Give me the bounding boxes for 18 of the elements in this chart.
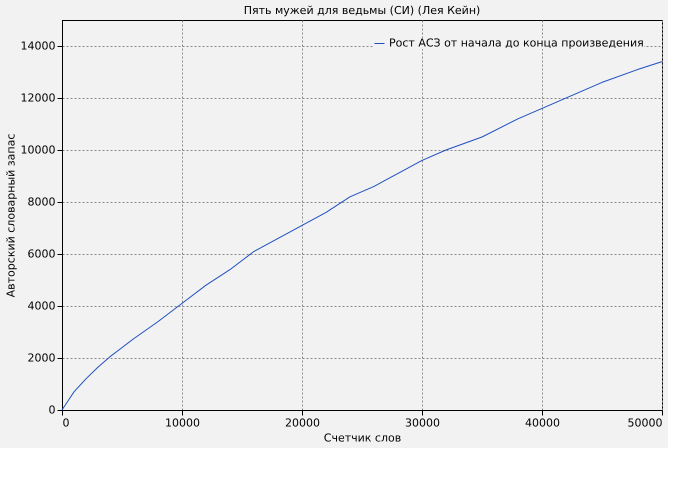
y-axis-title: Авторский словарный запас — [4, 134, 18, 298]
x-tick-label: 50000 — [628, 416, 662, 430]
y-tick-label: 0 — [48, 404, 56, 416]
x-tick-label: 30000 — [405, 416, 440, 430]
y-tick-label: 14000 — [20, 40, 56, 52]
y-tick-label: 6000 — [28, 248, 56, 260]
y-tick-label: 2000 — [28, 352, 56, 364]
x-tick-label: 10000 — [165, 416, 200, 430]
x-tick-label: 20000 — [285, 416, 320, 430]
chart-title: Пять мужей для ведьмы (СИ) (Лея Кейн) — [244, 4, 480, 17]
x-tick-label: 40000 — [525, 416, 560, 430]
y-tick-label: 10000 — [20, 144, 56, 156]
x-axis-title: Счетчик слов — [324, 432, 402, 444]
legend-label: Рост АСЗ от начала до конца произведения — [389, 36, 644, 50]
y-tick-label: 8000 — [28, 196, 56, 208]
y-tick-label: 4000 — [28, 300, 56, 312]
y-tick-label: 12000 — [20, 92, 56, 104]
x-tick-label: 0 — [62, 416, 70, 430]
